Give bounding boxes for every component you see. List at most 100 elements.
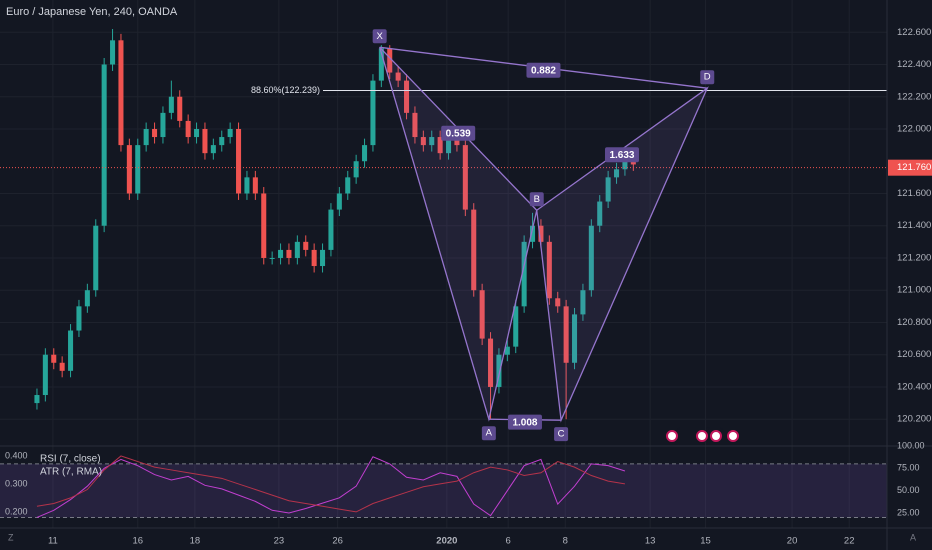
y2-tick-label: 25.00 bbox=[897, 507, 920, 517]
candle-body bbox=[504, 346, 510, 355]
y-tick-label: 0.200 bbox=[5, 506, 28, 516]
candle-body bbox=[261, 193, 267, 258]
candle-body bbox=[446, 137, 452, 154]
candle-body bbox=[597, 201, 603, 226]
x-tick-label: 16 bbox=[132, 536, 143, 547]
candle-body bbox=[420, 137, 426, 146]
candle-body bbox=[286, 249, 292, 258]
y-tick-label: 120.400 bbox=[897, 381, 931, 392]
x-tick-label: 6 bbox=[506, 536, 511, 547]
candle-body bbox=[135, 145, 141, 194]
candle-body bbox=[538, 225, 544, 242]
x-tick-label: 26 bbox=[332, 536, 343, 547]
candle-body bbox=[42, 354, 48, 396]
candle-body bbox=[68, 330, 74, 371]
candle-body bbox=[110, 40, 116, 65]
candle-body bbox=[488, 338, 494, 387]
event-icon[interactable] bbox=[666, 430, 678, 442]
candle-body bbox=[244, 177, 250, 194]
candle-body bbox=[101, 64, 107, 226]
candle-body bbox=[126, 145, 132, 194]
indicator-line bbox=[36, 456, 626, 518]
candle-body bbox=[328, 209, 334, 250]
point-box bbox=[700, 70, 715, 85]
last-price-label: 121.760 bbox=[897, 162, 931, 173]
candle-body bbox=[345, 177, 351, 194]
x-tick-label: 11 bbox=[48, 536, 58, 547]
x-tick-label: 13 bbox=[645, 536, 656, 547]
point-box bbox=[481, 426, 496, 441]
candle-body bbox=[303, 241, 309, 250]
candle-body bbox=[378, 48, 384, 81]
ratio-label: 0.882 bbox=[531, 65, 556, 76]
candle-body bbox=[513, 306, 519, 347]
candle-body bbox=[471, 209, 477, 291]
candle-body bbox=[387, 48, 393, 73]
point-box bbox=[529, 192, 544, 207]
candle-body bbox=[269, 257, 275, 259]
candle-body bbox=[320, 249, 326, 267]
candle-body bbox=[84, 290, 90, 307]
candle-body bbox=[454, 137, 460, 146]
timezone-button[interactable]: Z bbox=[8, 532, 14, 542]
y-tick-label: 122.400 bbox=[897, 59, 931, 70]
y2-tick-label: 50.00 bbox=[897, 485, 920, 495]
candle-body bbox=[462, 145, 468, 210]
candle-body bbox=[168, 96, 174, 113]
y-tick-label: 121.000 bbox=[897, 285, 931, 296]
candle-body bbox=[202, 128, 208, 154]
candle-body bbox=[160, 112, 166, 138]
candle-body bbox=[236, 128, 242, 194]
candle-body bbox=[278, 249, 284, 258]
candle-body bbox=[34, 395, 40, 404]
point-label: D bbox=[704, 72, 711, 83]
y-tick-label: 121.200 bbox=[897, 252, 931, 263]
y-tick-label: 121.400 bbox=[897, 220, 931, 231]
ratio-box bbox=[441, 125, 476, 141]
y-tick-label: 120.800 bbox=[897, 317, 931, 328]
event-count: 2 bbox=[706, 427, 710, 434]
y2-tick-label: 100.00 bbox=[897, 440, 925, 450]
candle-body bbox=[59, 362, 65, 371]
y-tick-label: 120.200 bbox=[897, 414, 931, 425]
auto-scale-button[interactable]: A bbox=[910, 532, 916, 542]
candle-body bbox=[563, 306, 569, 363]
ratio-box bbox=[604, 147, 639, 163]
candle-body bbox=[588, 225, 594, 291]
candle-body bbox=[622, 161, 628, 170]
indicator-line bbox=[36, 455, 626, 513]
point-label: A bbox=[486, 428, 493, 439]
candle-body bbox=[370, 80, 376, 146]
price-pane: 88.60%(122.239) bbox=[0, 29, 887, 420]
x-tick-label: 22 bbox=[844, 536, 855, 547]
candle-body bbox=[252, 177, 258, 194]
candle-body bbox=[294, 241, 300, 258]
event-icon[interactable] bbox=[727, 430, 739, 442]
x-tick-label: 2020 bbox=[436, 536, 457, 547]
y-tick-label: 122.600 bbox=[897, 27, 931, 38]
candle-body bbox=[143, 128, 149, 146]
candle-body bbox=[614, 169, 620, 178]
ratio-box bbox=[507, 414, 542, 430]
event-icon[interactable] bbox=[710, 430, 722, 442]
candle-body bbox=[362, 145, 368, 162]
candle-body bbox=[219, 137, 225, 146]
x-tick-label: 18 bbox=[190, 536, 201, 547]
candle-body bbox=[76, 306, 82, 331]
point-label: X bbox=[376, 31, 383, 42]
rsi-band bbox=[0, 463, 887, 518]
candle-body bbox=[437, 137, 443, 154]
y-tick-label: 0.400 bbox=[5, 450, 28, 460]
point-box bbox=[372, 29, 387, 44]
candle-body bbox=[630, 161, 636, 165]
ratio-label: 1.633 bbox=[609, 150, 634, 161]
candle-body bbox=[336, 193, 342, 210]
event-icon[interactable] bbox=[696, 430, 708, 442]
pattern: 0.882 0.539 1.008 1.633 X A B C D 4 2 5 bbox=[372, 29, 739, 442]
candle-body bbox=[479, 290, 485, 339]
candle-body bbox=[572, 314, 578, 363]
candle-body bbox=[404, 80, 410, 113]
event-count: 4 bbox=[676, 427, 680, 434]
